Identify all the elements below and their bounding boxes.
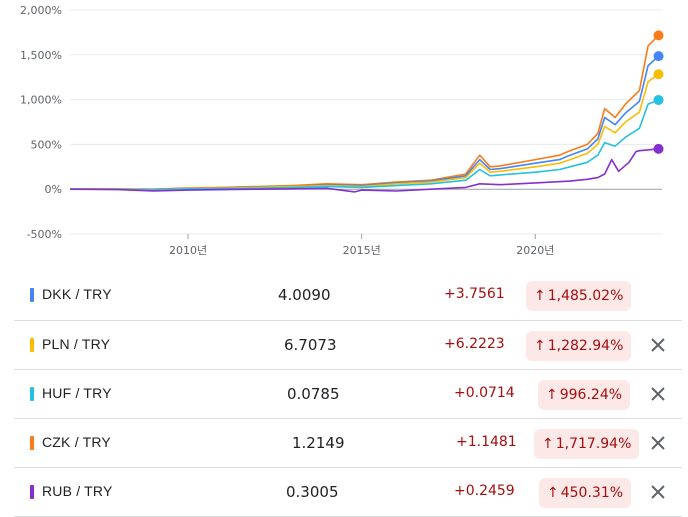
x-tick-label: 2010년 bbox=[169, 244, 207, 257]
percent-change-badge: ↑ 1,282.94% bbox=[526, 331, 632, 361]
y-tick-label: 0% bbox=[45, 183, 62, 196]
remove-comparison-button[interactable] bbox=[646, 480, 670, 504]
remove-comparison-button[interactable] bbox=[646, 431, 670, 455]
percent-change-value: 1,717.94% bbox=[555, 436, 632, 452]
x-axis: 2010년 2015년 2020년 bbox=[169, 234, 554, 257]
remove-comparison-button[interactable] bbox=[646, 382, 670, 406]
price-value: 0.3005 bbox=[286, 483, 339, 501]
percent-change-value: 1,282.94% bbox=[547, 338, 624, 354]
remove-comparison-button[interactable] bbox=[646, 333, 670, 357]
percent-change-value: 1,485.02% bbox=[547, 288, 624, 304]
chart-grid bbox=[70, 9, 662, 235]
pair-label: RUB / TRY bbox=[42, 483, 113, 499]
percent-change-badge: ↑ 996.24% bbox=[538, 380, 631, 410]
y-tick-label: 1,500% bbox=[20, 49, 62, 62]
change-value: +0.2459 bbox=[454, 483, 515, 499]
series-end-dot bbox=[653, 51, 664, 62]
series-end-dot bbox=[653, 143, 664, 154]
price-value: 1.2149 bbox=[292, 434, 345, 452]
y-tick-label: -500% bbox=[27, 228, 62, 241]
series-end-dot bbox=[653, 30, 664, 41]
pair-label: PLN / TRY bbox=[42, 336, 111, 352]
x-tick-label: 2015년 bbox=[343, 244, 381, 257]
series-line bbox=[69, 73, 659, 191]
close-icon bbox=[651, 436, 665, 450]
series-end-dot bbox=[653, 94, 664, 105]
close-icon bbox=[651, 485, 665, 499]
change-value: +1.1481 bbox=[456, 434, 517, 450]
change-value: +6.2223 bbox=[444, 336, 505, 352]
percent-change-value: 996.24% bbox=[559, 387, 623, 403]
y-tick-label: 2,000% bbox=[20, 4, 62, 17]
series-color-swatch bbox=[30, 288, 34, 302]
percent-change-value: 450.31% bbox=[560, 485, 624, 501]
series-color-swatch bbox=[30, 485, 34, 499]
price-value: 4.0090 bbox=[278, 286, 331, 304]
pair-label: DKK / TRY bbox=[42, 286, 112, 302]
y-tick-label: 1,000% bbox=[20, 94, 62, 107]
list-item[interactable]: HUF / TRY 0.0785 +0.0714 ↑ 996.24% bbox=[14, 370, 682, 419]
change-value: +3.7561 bbox=[444, 286, 505, 302]
arrow-up-icon: ↑ bbox=[546, 387, 558, 403]
percent-change-badge: ↑ 1,485.02% bbox=[526, 281, 632, 311]
y-tick-label: 500% bbox=[31, 138, 62, 151]
series-color-swatch bbox=[30, 338, 34, 352]
arrow-up-icon: ↑ bbox=[534, 288, 546, 304]
list-item[interactable]: RUB / TRY 0.3005 +0.2459 ↑ 450.31% bbox=[14, 468, 682, 517]
list-item[interactable]: PLN / TRY 6.7073 +6.2223 ↑ 1,282.94% bbox=[14, 321, 682, 370]
comparison-chart: 2,000% 1,500% 1,000% 500% 0% -500% 2010년 2015년… bbox=[20, 4, 664, 257]
arrow-up-icon: ↑ bbox=[547, 485, 559, 501]
series-lines bbox=[69, 34, 660, 193]
price-value: 6.7073 bbox=[284, 336, 337, 354]
list-item[interactable]: CZK / TRY 1.2149 +1.1481 ↑ 1,717.94% bbox=[14, 419, 682, 468]
series-line bbox=[69, 148, 659, 193]
close-icon bbox=[651, 338, 665, 352]
series-end-dot bbox=[653, 69, 664, 80]
list-item[interactable]: DKK / TRY 4.0090 +3.7561 ↑ 1,485.02% bbox=[14, 271, 682, 321]
series-line bbox=[70, 55, 660, 191]
series-color-swatch bbox=[30, 387, 34, 401]
arrow-up-icon: ↑ bbox=[534, 338, 546, 354]
comparison-list: DKK / TRY 4.0090 +3.7561 ↑ 1,485.02% PLN … bbox=[14, 271, 682, 517]
series-end-markers bbox=[653, 30, 664, 154]
percent-change-badge: ↑ 1,717.94% bbox=[534, 429, 640, 459]
pair-label: CZK / TRY bbox=[42, 434, 111, 450]
close-icon bbox=[651, 387, 665, 401]
x-tick-label: 2020년 bbox=[516, 244, 554, 257]
price-value: 0.0785 bbox=[287, 385, 340, 403]
series-line bbox=[70, 99, 659, 191]
pair-label: HUF / TRY bbox=[42, 385, 112, 401]
percent-change-badge: ↑ 450.31% bbox=[539, 478, 632, 508]
series-color-swatch bbox=[30, 436, 34, 450]
change-value: +0.0714 bbox=[454, 385, 515, 401]
arrow-up-icon: ↑ bbox=[542, 436, 554, 452]
y-axis-labels: 2,000% 1,500% 1,000% 500% 0% -500% bbox=[20, 4, 62, 241]
